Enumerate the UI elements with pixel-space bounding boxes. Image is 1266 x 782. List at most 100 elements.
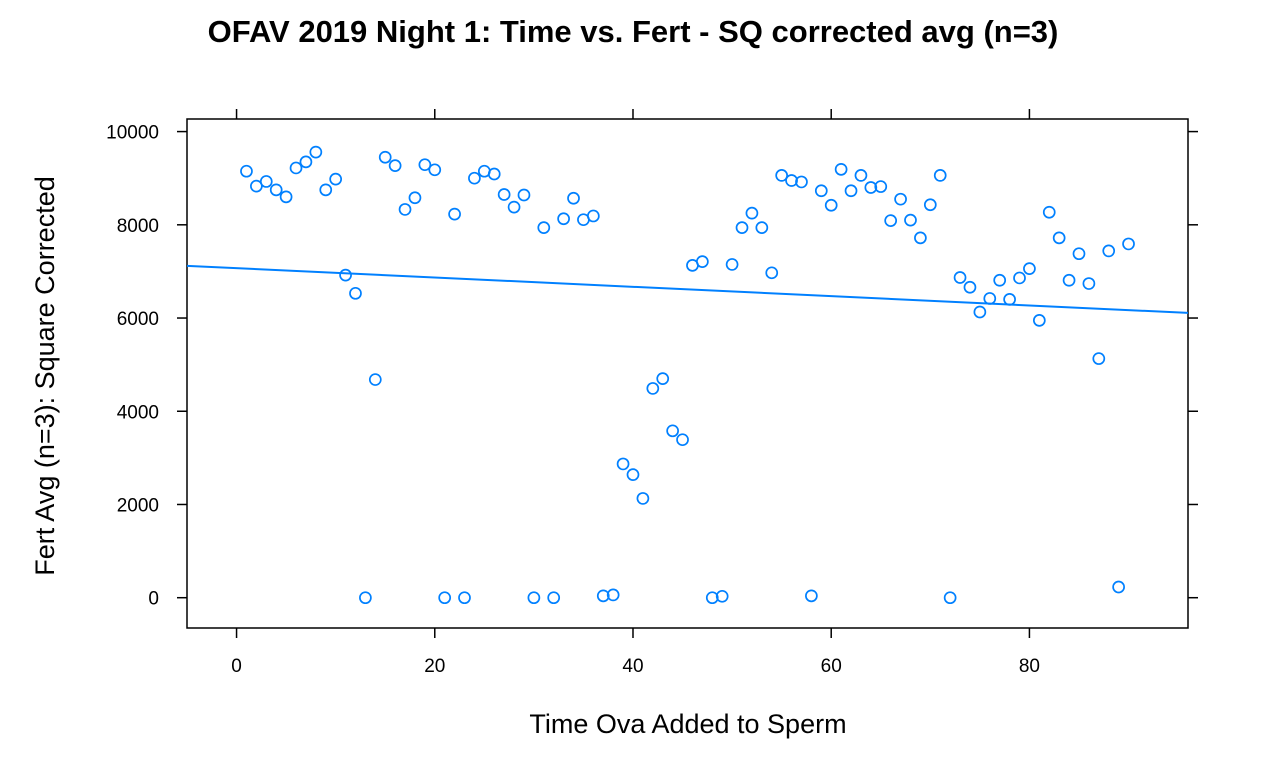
- data-point: [993, 273, 1007, 287]
- data-point: [240, 164, 253, 178]
- data-point: [319, 183, 333, 197]
- data-point: [626, 468, 640, 481]
- y-tick-label: 6000: [117, 309, 159, 330]
- data-point: [279, 190, 293, 204]
- data-point: [1042, 205, 1056, 219]
- y-tick-label: 2000: [117, 495, 159, 516]
- data-point: [368, 373, 382, 386]
- data-point: [943, 591, 957, 605]
- data-point: [914, 231, 927, 245]
- data-point: [1122, 237, 1135, 251]
- data-point: [705, 591, 719, 605]
- data-point: [696, 255, 709, 268]
- y-tick-label: 10000: [106, 123, 159, 144]
- data-point: [884, 214, 898, 227]
- data-point: [874, 180, 888, 193]
- data-point: [468, 171, 481, 185]
- data-point: [517, 188, 531, 202]
- data-point: [765, 266, 779, 280]
- data-point: [596, 589, 610, 603]
- data-point: [398, 203, 412, 216]
- data-point: [805, 589, 818, 603]
- data-point: [745, 206, 759, 220]
- data-point: [329, 172, 343, 186]
- data-point: [1013, 271, 1026, 285]
- data-point: [973, 305, 987, 319]
- data-point: [458, 591, 471, 605]
- data-point: [775, 169, 789, 182]
- x-tick-label: 20: [424, 656, 445, 677]
- data-point: [666, 424, 679, 438]
- data-point: [844, 184, 858, 198]
- data-point: [725, 258, 739, 271]
- data-point: [646, 382, 660, 395]
- data-point: [438, 591, 452, 605]
- data-point: [527, 591, 541, 605]
- y-tick-label: 0: [148, 589, 159, 610]
- data-point: [250, 179, 263, 193]
- data-point: [537, 221, 551, 234]
- data-point: [636, 492, 650, 505]
- chart-title: OFAV 2019 Night 1: Time vs. Fert - SQ co…: [208, 14, 1059, 49]
- data-point: [923, 198, 937, 212]
- data-point: [289, 161, 303, 175]
- regression-line: [186, 264, 1189, 314]
- data-point: [547, 591, 561, 605]
- x-tick-label: 0: [231, 656, 242, 677]
- y-tick-label: 8000: [117, 216, 159, 237]
- data-point: [507, 200, 521, 214]
- x-tick-label: 80: [1019, 656, 1040, 677]
- data-point: [963, 280, 977, 294]
- data-point: [755, 221, 769, 234]
- data-point: [1062, 273, 1076, 287]
- data-point: [408, 191, 422, 205]
- data-point: [1023, 262, 1036, 275]
- plot-content: [186, 145, 1189, 605]
- y-tick-label: 4000: [117, 402, 159, 423]
- data-point: [1003, 293, 1016, 306]
- data-point: [854, 169, 868, 182]
- data-point: [1092, 352, 1106, 365]
- data-point: [616, 457, 630, 471]
- y-axis-label: Fert Avg (n=3): Square Corrected: [30, 176, 60, 575]
- x-tick-label: 40: [622, 656, 643, 677]
- y-axis: 0 2000 4000 6000 8000 10000: [106, 123, 1198, 610]
- data-point: [1052, 231, 1066, 245]
- data-point: [1102, 244, 1116, 258]
- data-point: [448, 207, 461, 221]
- data-point: [814, 184, 828, 198]
- data-point: [864, 181, 878, 194]
- data-point: [567, 191, 580, 205]
- data-point: [586, 209, 600, 223]
- data-point: [388, 159, 402, 172]
- data-point: [785, 174, 798, 187]
- data-point: [953, 271, 967, 284]
- data-point: [359, 591, 372, 605]
- data-point: [557, 212, 570, 226]
- data-point: [339, 268, 352, 282]
- data-point: [1082, 277, 1096, 290]
- data-point: [933, 169, 947, 182]
- plot-frame: [186, 118, 1189, 629]
- data-point: [656, 372, 670, 385]
- data-point: [487, 167, 501, 181]
- data-point: [606, 588, 620, 602]
- data-point: [349, 286, 362, 300]
- data-point: [269, 183, 283, 197]
- x-axis-label: Time Ova Added to Sperm: [529, 709, 846, 739]
- x-tick-label: 60: [821, 656, 842, 677]
- x-axis: 0 20 40 60 80: [231, 109, 1040, 677]
- data-point: [904, 213, 917, 227]
- data-point: [497, 188, 511, 201]
- data-point: [735, 221, 749, 234]
- data-point: [1072, 247, 1086, 261]
- data-point: [428, 163, 442, 177]
- data-point: [418, 158, 432, 172]
- data-point: [1112, 580, 1125, 594]
- data-point: [983, 292, 997, 305]
- data-point: [1032, 314, 1046, 327]
- data-point: [299, 155, 313, 169]
- data-point: [795, 175, 808, 189]
- data-point: [309, 145, 323, 159]
